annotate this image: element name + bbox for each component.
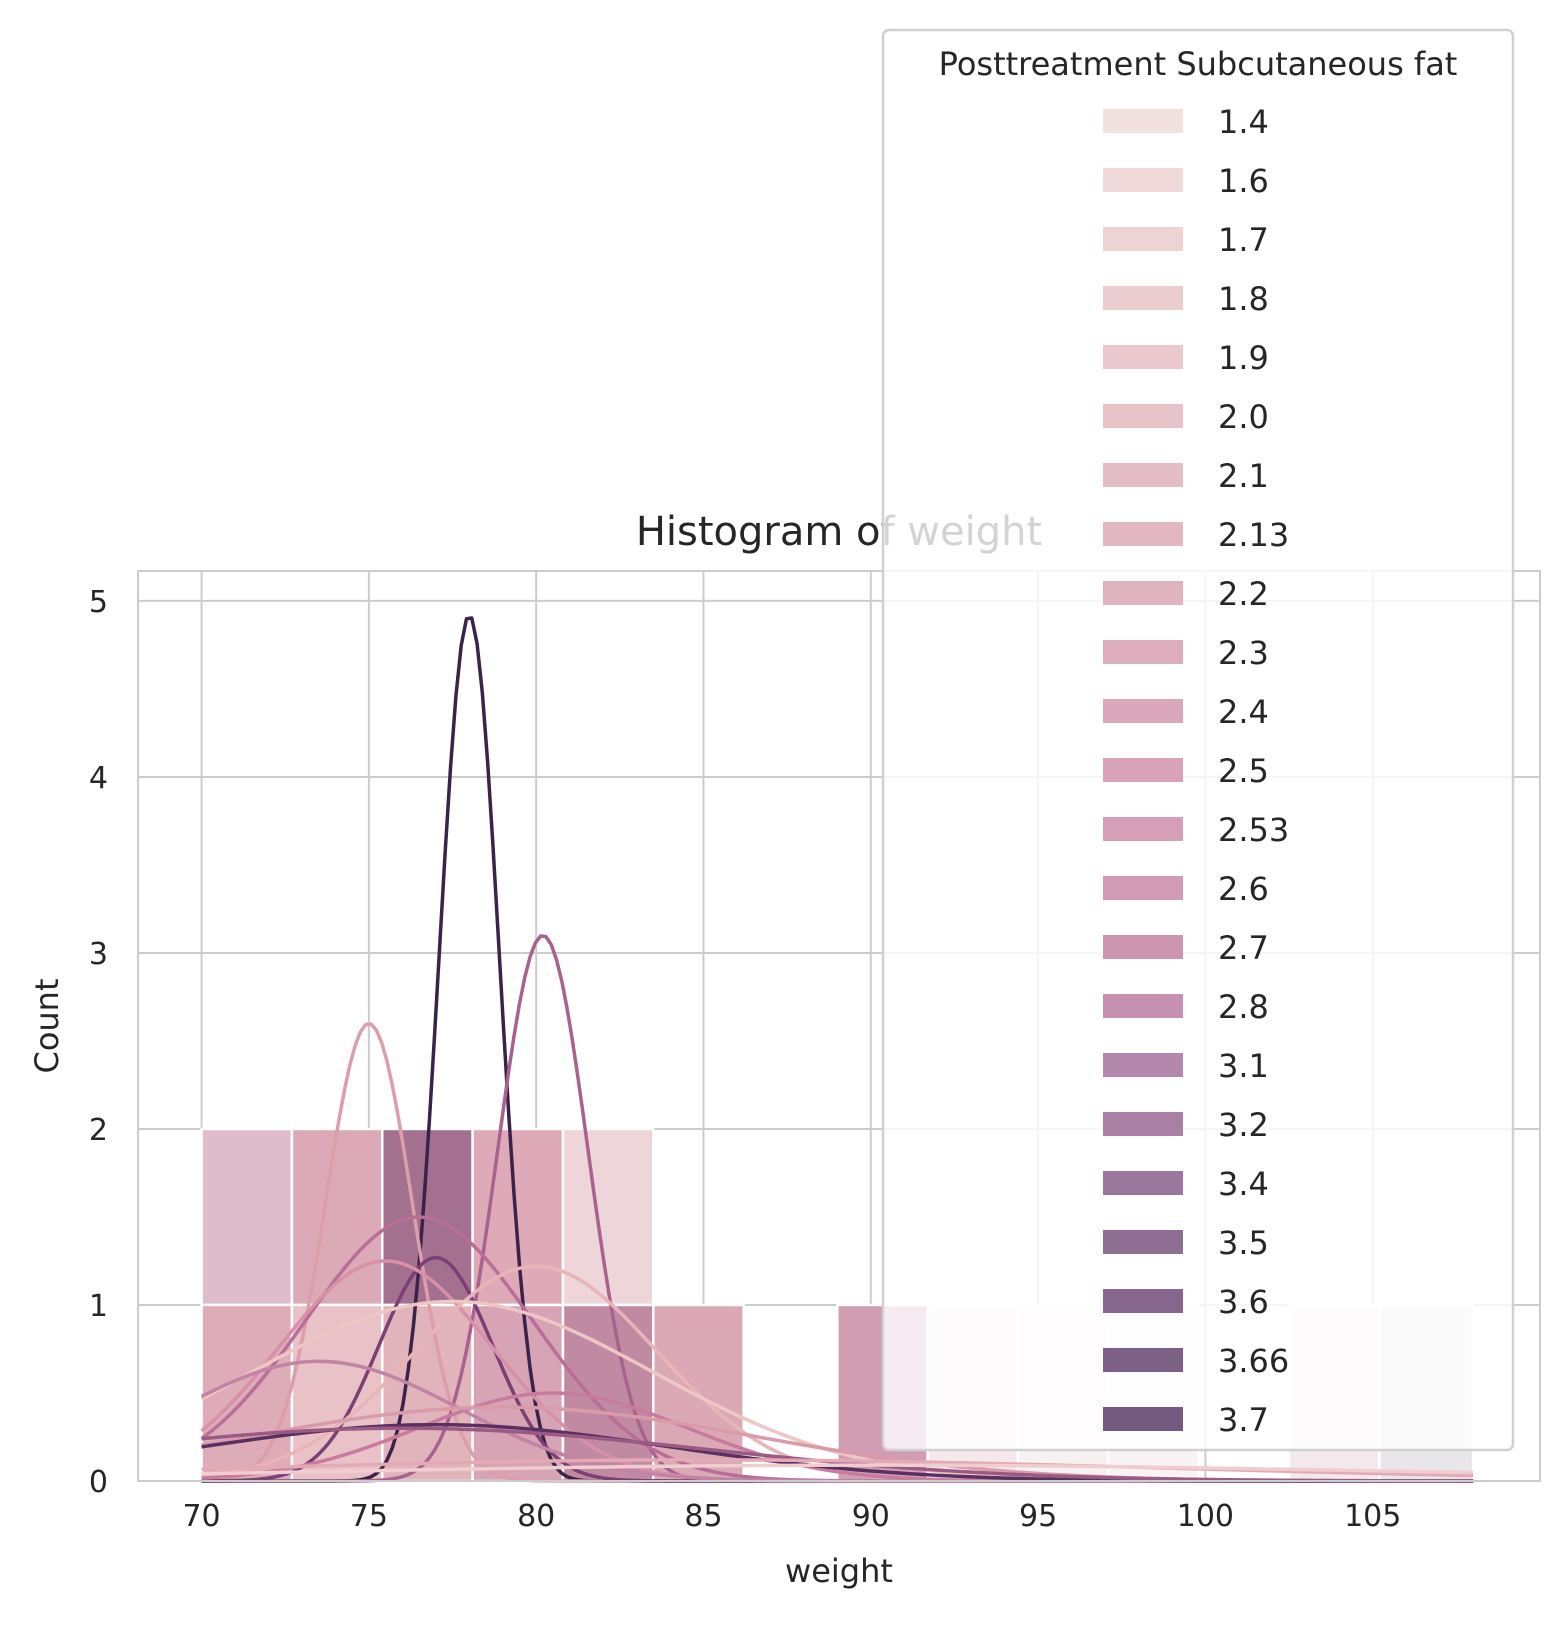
y-tick-label: 2 bbox=[89, 1113, 108, 1148]
kde-curve bbox=[201, 1463, 1474, 1476]
legend-label: 3.4 bbox=[1218, 1165, 1269, 1203]
legend-swatch bbox=[1103, 1407, 1183, 1431]
legend-swatch bbox=[1103, 758, 1183, 782]
legend-label: 2.4 bbox=[1218, 693, 1269, 731]
y-tick-labels: 0 1 2 3 4 5 bbox=[89, 585, 108, 1500]
legend-swatch bbox=[1103, 1348, 1183, 1372]
x-tick-label: 70 bbox=[182, 1499, 220, 1534]
legend-entries: 1.4 1.6 1.7 1.8 1.9 2.0 2.1 2.13 2.2 2.3 2.4 2.5 2.5… bbox=[1103, 103, 1289, 1439]
x-tick-label: 105 bbox=[1344, 1499, 1401, 1534]
plot-frame bbox=[137, 570, 1541, 1482]
legend-swatch bbox=[1103, 345, 1183, 369]
legend-label: 3.2 bbox=[1218, 1106, 1269, 1144]
legend-label: 1.8 bbox=[1218, 280, 1269, 318]
y-tick-label: 1 bbox=[89, 1289, 108, 1324]
y-axis-label: Count bbox=[28, 978, 66, 1073]
legend-swatch bbox=[1103, 1230, 1183, 1254]
legend-swatch bbox=[1103, 817, 1183, 841]
histogram-bar bbox=[471, 1127, 565, 1307]
x-tick-label: 85 bbox=[684, 1499, 722, 1534]
legend-label: 2.7 bbox=[1218, 929, 1269, 967]
legend-swatch bbox=[1103, 404, 1183, 428]
x-tick-label: 95 bbox=[1019, 1499, 1057, 1534]
y-tick-label: 3 bbox=[89, 937, 108, 972]
y-tick-label: 5 bbox=[89, 585, 108, 620]
y-tick-label: 4 bbox=[89, 761, 108, 796]
x-tick-label: 100 bbox=[1177, 1499, 1234, 1534]
x-tick-labels: 70 75 80 85 90 95 100 105 bbox=[182, 1499, 1401, 1534]
legend-swatch bbox=[1103, 1171, 1183, 1195]
legend-label: 2.13 bbox=[1218, 516, 1289, 554]
legend-swatch bbox=[1103, 109, 1183, 133]
legend-label: 2.53 bbox=[1218, 811, 1289, 849]
y-tick-label: 0 bbox=[89, 1465, 108, 1500]
legend-label: 1.6 bbox=[1218, 162, 1269, 200]
legend-swatch bbox=[1103, 994, 1183, 1018]
x-tick-label: 75 bbox=[350, 1499, 388, 1534]
legend-label: 3.6 bbox=[1218, 1283, 1269, 1321]
legend-label: 3.5 bbox=[1218, 1224, 1269, 1262]
histogram-bar bbox=[561, 1127, 655, 1307]
legend-swatch bbox=[1103, 227, 1183, 251]
legend-label: 1.9 bbox=[1218, 339, 1269, 377]
legend-label: 2.2 bbox=[1218, 575, 1269, 613]
legend-title: Posttreatment Subcutaneous fat bbox=[939, 45, 1458, 83]
legend-label: 1.4 bbox=[1218, 103, 1269, 141]
legend-swatch bbox=[1103, 1053, 1183, 1077]
legend-swatch bbox=[1103, 640, 1183, 664]
legend-swatch bbox=[1103, 876, 1183, 900]
legend-label: 2.5 bbox=[1218, 752, 1269, 790]
legend-label: 2.0 bbox=[1218, 398, 1269, 436]
legend-box bbox=[881, 28, 1515, 1452]
legend-swatch bbox=[1103, 1112, 1183, 1136]
legend-label: 2.8 bbox=[1218, 988, 1269, 1026]
x-tick-label: 80 bbox=[517, 1499, 555, 1534]
legend-swatch bbox=[1103, 1289, 1183, 1313]
legend-label: 2.1 bbox=[1218, 457, 1269, 495]
x-axis-label: weight bbox=[785, 1552, 893, 1590]
legend-swatch bbox=[1103, 522, 1183, 546]
legend-swatch bbox=[1103, 699, 1183, 723]
x-tick-label: 90 bbox=[852, 1499, 890, 1534]
legend-swatch bbox=[1103, 168, 1183, 192]
histogram-bar bbox=[200, 1127, 294, 1307]
legend-label: 3.7 bbox=[1218, 1401, 1269, 1439]
legend: Posttreatment Subcutaneous fat 1.4 1.6 1.7… bbox=[881, 28, 1515, 1452]
legend-label: 3.66 bbox=[1218, 1342, 1289, 1380]
legend-label: 1.7 bbox=[1218, 221, 1269, 259]
legend-swatch bbox=[1103, 463, 1183, 487]
legend-label: 3.1 bbox=[1218, 1047, 1269, 1085]
legend-label: 2.6 bbox=[1218, 870, 1269, 908]
legend-label: 2.3 bbox=[1218, 634, 1269, 672]
legend-swatch bbox=[1103, 935, 1183, 959]
legend-swatch bbox=[1103, 286, 1183, 310]
legend-swatch bbox=[1103, 581, 1183, 605]
